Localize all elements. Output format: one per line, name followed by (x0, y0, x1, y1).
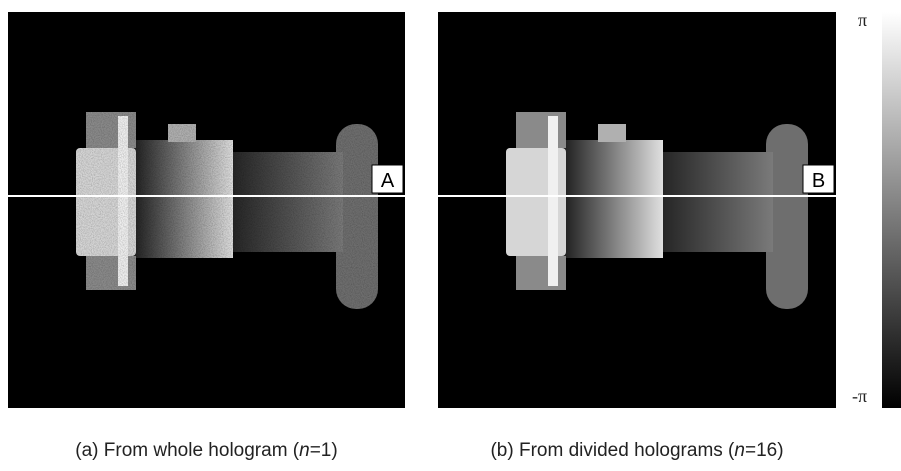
caption: (a) From whole hologram (n=1) (8, 440, 405, 462)
panel-a: A (8, 12, 405, 408)
caption-text: =16) (745, 440, 784, 461)
panel-label: B (812, 170, 825, 192)
panel-b: B (438, 12, 836, 408)
caption-text: =1) (310, 440, 338, 461)
figure: A B π -π (a) From whole hologram (n=1) (… (0, 0, 901, 471)
caption-var: n (734, 440, 745, 461)
phase-images: A B (0, 0, 901, 471)
caption-text: (a) From whole hologram ( (75, 440, 299, 461)
colorbar-min: -π (852, 386, 867, 407)
caption: (b) From divided holograms (n=16) (438, 440, 836, 462)
colorbar (882, 12, 901, 408)
caption-var: n (299, 440, 310, 461)
colorbar-max: π (858, 10, 867, 31)
panel-label: A (381, 170, 395, 192)
caption-text: (b) From divided holograms ( (490, 440, 734, 461)
